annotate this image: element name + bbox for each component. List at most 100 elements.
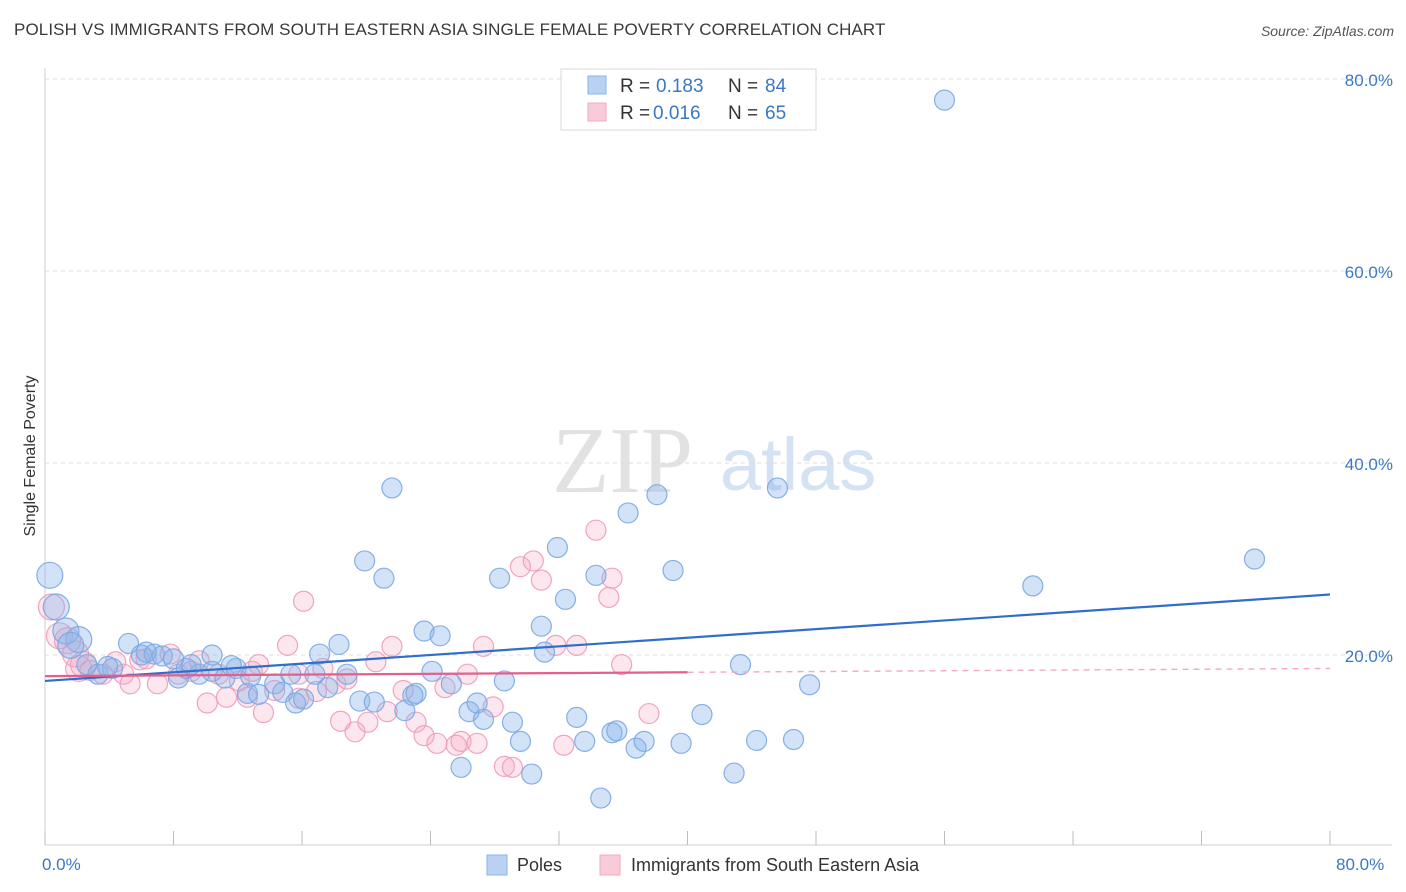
poles-point-49 bbox=[501, 711, 524, 733]
immigrants-point-41 bbox=[434, 677, 456, 699]
poles-point-65 bbox=[646, 484, 668, 506]
y-tick-label-3: 80.0% bbox=[1345, 71, 1393, 90]
poles-point-21 bbox=[240, 665, 262, 687]
poles-point-59 bbox=[590, 787, 612, 809]
poles-point-68 bbox=[691, 703, 713, 726]
y-tick-label-0: 20.0% bbox=[1345, 647, 1393, 666]
immigrants-point-22 bbox=[252, 701, 275, 724]
poles-point-72 bbox=[766, 477, 789, 499]
poles-point-0 bbox=[36, 561, 64, 589]
immigrants-point-16 bbox=[196, 692, 218, 714]
y-tick-label-2: 60.0% bbox=[1345, 263, 1393, 282]
immigrants-point-34 bbox=[365, 651, 387, 673]
poles-point-62 bbox=[617, 502, 639, 524]
poles-point-78 bbox=[97, 655, 119, 678]
bottom-legend-swatch-poles bbox=[486, 854, 508, 876]
immigrants-point-50 bbox=[509, 556, 532, 578]
poles-point-55 bbox=[554, 588, 577, 610]
trend-line-poles bbox=[44, 593, 1331, 683]
poles-point-28 bbox=[309, 643, 331, 665]
y-axis-label: Single Female Poverty bbox=[22, 376, 39, 537]
poles-point-54 bbox=[546, 536, 568, 559]
poles-point-50 bbox=[509, 730, 532, 753]
poles-point-48 bbox=[493, 670, 515, 692]
legend-n-label-immigrants: N = bbox=[728, 103, 758, 124]
correlation-legend: R = 0.183 N = 84 R = 0.016 N = 65 bbox=[560, 68, 817, 131]
series-legend: Poles Immigrants from South Eastern Asia bbox=[486, 854, 920, 876]
poles-point-56 bbox=[566, 706, 588, 729]
poles-point-4 bbox=[57, 631, 85, 660]
poles-point-43 bbox=[450, 756, 472, 778]
poles-point-30 bbox=[328, 633, 350, 656]
legend-swatch-immigrants bbox=[587, 102, 607, 122]
poles-point-51 bbox=[521, 763, 543, 785]
poles-point-76 bbox=[1022, 575, 1044, 597]
chart-title: POLISH VS IMMIGRANTS FROM SOUTH EASTERN … bbox=[14, 20, 886, 39]
poles-point-83 bbox=[402, 684, 424, 706]
legend-r-label-immigrants: R = bbox=[620, 103, 650, 124]
immigrants-point-40 bbox=[426, 732, 448, 754]
immigrants-point-38 bbox=[405, 711, 427, 733]
poles-point-34 bbox=[363, 691, 385, 713]
legend-n-value-poles: 84 bbox=[765, 76, 787, 97]
poles-point-40 bbox=[421, 660, 443, 682]
immigrants-point-56 bbox=[585, 519, 607, 541]
poles-point-39 bbox=[413, 620, 435, 642]
poles-point-38 bbox=[405, 682, 427, 705]
legend-r-value-immigrants: 0.016 bbox=[653, 103, 701, 124]
immigrants-point-9 bbox=[119, 673, 141, 695]
immigrants-point-28 bbox=[305, 680, 328, 703]
poles-point-16 bbox=[201, 644, 223, 666]
bottom-legend-label-poles: Poles bbox=[517, 855, 562, 875]
immigrants-point-39 bbox=[413, 725, 435, 747]
poles-point-36 bbox=[381, 477, 403, 499]
poles-point-75 bbox=[933, 89, 956, 111]
poles-point-70 bbox=[729, 653, 752, 676]
poles-point-47 bbox=[488, 567, 511, 589]
poles-point-64 bbox=[633, 730, 655, 753]
immigrants-point-36 bbox=[381, 635, 403, 657]
poles-point-61 bbox=[606, 720, 628, 742]
series-poles-points bbox=[36, 89, 1266, 809]
x-tick-label-max: 80.0% bbox=[1336, 855, 1384, 874]
immigrants-point-51 bbox=[522, 550, 544, 572]
grid-lines bbox=[45, 78, 1392, 656]
immigrants-point-45 bbox=[466, 732, 488, 754]
immigrants-point-60 bbox=[638, 702, 660, 725]
legend-swatch-poles bbox=[587, 75, 607, 95]
trend-line-immigrants-extension bbox=[687, 667, 1331, 673]
immigrants-point-43 bbox=[450, 730, 472, 753]
poles-point-79 bbox=[135, 641, 157, 663]
poles-point-42 bbox=[440, 673, 462, 695]
immigrants-point-49 bbox=[501, 756, 524, 778]
trend-lines bbox=[44, 593, 1331, 683]
y-tick-label-1: 40.0% bbox=[1345, 455, 1393, 474]
immigrants-point-23 bbox=[264, 679, 286, 702]
poles-point-67 bbox=[670, 732, 692, 754]
immigrants-point-48 bbox=[493, 755, 515, 777]
immigrants-point-24 bbox=[276, 634, 299, 657]
poles-point-58 bbox=[585, 564, 607, 586]
immigrants-point-64 bbox=[329, 710, 352, 732]
poles-point-41 bbox=[429, 625, 451, 647]
immigrants-point-33 bbox=[357, 711, 379, 733]
poles-point-82 bbox=[293, 688, 315, 710]
poles-point-29 bbox=[317, 677, 339, 699]
poles-point-33 bbox=[354, 550, 376, 572]
trend-line-immigrants bbox=[44, 671, 688, 678]
poles-point-53 bbox=[533, 641, 556, 663]
poles-point-52 bbox=[530, 615, 552, 637]
legend-r-label-poles: R = bbox=[620, 76, 650, 97]
poles-point-35 bbox=[373, 567, 395, 589]
poles-point-1 bbox=[42, 593, 70, 621]
immigrants-point-52 bbox=[530, 569, 552, 591]
immigrants-point-54 bbox=[553, 734, 575, 756]
watermark-zip: ZIP bbox=[552, 409, 693, 513]
poles-point-66 bbox=[662, 559, 684, 582]
y-tick-labels: 20.0% 40.0% 60.0% 80.0% bbox=[1345, 71, 1393, 666]
watermark-atlas: atlas bbox=[720, 423, 876, 506]
legend-n-value-immigrants: 65 bbox=[765, 103, 786, 124]
legend-n-label-poles: N = bbox=[728, 76, 758, 97]
immigrants-point-58 bbox=[601, 567, 623, 589]
